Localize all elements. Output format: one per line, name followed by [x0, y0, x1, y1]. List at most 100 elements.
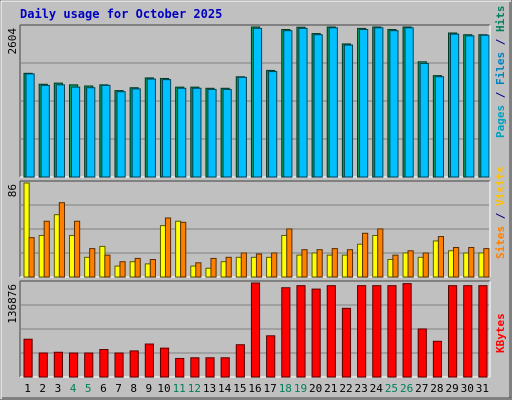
bar-files-day-22: [343, 44, 354, 178]
ylabel-segment: Sites: [494, 226, 507, 259]
bar-sites-day-19: [301, 249, 308, 278]
bar-visits-day-5: [84, 256, 91, 278]
bar-files-day-8: [131, 88, 141, 178]
bar-files-day-23: [359, 29, 369, 178]
x-tick-day-6: 6: [100, 382, 107, 395]
x-tick-day-19: 19: [294, 382, 307, 395]
x-tick-day-9: 9: [146, 382, 153, 395]
bar-files-day-3: [55, 84, 65, 178]
ylabel-segment: /: [494, 85, 507, 105]
bar-visits-day-1: [23, 182, 30, 278]
bar-sites-day-13: [210, 257, 217, 278]
bar-kbytes-day-28: [432, 340, 443, 378]
x-tick-day-29: 29: [445, 382, 458, 395]
panel-hits-ytick-max: 2604: [6, 28, 19, 55]
bar-kbytes-day-9: [144, 343, 154, 378]
bar-visits-day-30: [463, 252, 470, 278]
bar-visits-day-25: [387, 259, 394, 278]
bar-sites-day-18: [286, 228, 293, 278]
x-tick-day-20: 20: [309, 382, 322, 395]
bar-visits-day-27: [417, 256, 424, 278]
bar-sites-day-23: [362, 232, 369, 278]
bar-kbytes-day-2: [38, 352, 48, 378]
x-tick-day-4: 4: [70, 382, 77, 395]
bar-files-day-6: [101, 84, 111, 178]
bar-kbytes-day-26: [402, 283, 412, 378]
bar-visits-day-14: [220, 261, 227, 278]
x-tick-day-25: 25: [385, 382, 398, 395]
x-tick-day-14: 14: [218, 382, 232, 395]
bar-kbytes-day-25: [387, 285, 397, 378]
bar-sites-day-7: [119, 261, 126, 278]
bar-sites-day-29: [453, 246, 460, 278]
bar-kbytes-day-14: [220, 357, 230, 378]
bar-files-day-29: [450, 33, 460, 178]
bar-files-day-24: [374, 27, 384, 178]
bar-kbytes-day-17: [266, 335, 276, 378]
bar-sites-day-17: [271, 252, 278, 278]
chart-title: Daily usage for October 2025: [20, 7, 222, 21]
bar-files-day-15: [237, 76, 247, 178]
ylabel-segment: Files: [494, 52, 507, 85]
bar-sites-day-30: [468, 246, 475, 278]
ylabel-segment: Visits: [494, 166, 507, 206]
bar-kbytes-day-5: [84, 352, 94, 378]
x-tick-day-22: 22: [339, 382, 352, 395]
bar-visits-day-7: [114, 265, 121, 278]
bar-kbytes-day-24: [372, 285, 382, 378]
bar-sites-day-15: [240, 252, 247, 278]
bar-kbytes-day-15: [235, 344, 245, 378]
bar-kbytes-day-10: [159, 347, 170, 378]
bar-files-day-25: [389, 30, 399, 178]
bar-visits-day-3: [53, 214, 60, 278]
chart-panels: 2604 Pages / Files / Hits 86 Sites / Visits…: [6, 6, 507, 378]
x-tick-day-31: 31: [476, 382, 489, 395]
bar-files-day-9: [146, 78, 156, 178]
bar-files-day-4: [70, 86, 81, 178]
panel-kbytes-ylabel: KBytes: [494, 313, 507, 353]
bar-visits-day-24: [372, 234, 379, 278]
bar-kbytes-day-19: [296, 285, 306, 378]
bar-files-day-14: [222, 88, 232, 178]
bar-files-day-31: [480, 34, 490, 178]
bar-sites-day-6: [104, 254, 111, 278]
bar-sites-day-8: [134, 257, 141, 278]
bar-sites-day-20: [316, 249, 323, 278]
panel-kbytes-ytick-max: 136876: [6, 284, 19, 324]
x-tick-day-28: 28: [430, 382, 443, 395]
bar-kbytes-day-3: [53, 351, 63, 378]
bar-kbytes-day-21: [326, 285, 336, 378]
bar-sites-day-9: [149, 259, 156, 278]
bar-files-day-12: [192, 87, 202, 178]
bar-sites-day-4: [73, 220, 81, 278]
bar-visits-day-17: [266, 256, 273, 278]
bar-sites-day-31: [483, 248, 490, 278]
bar-visits-day-2: [38, 234, 45, 278]
bar-kbytes-day-13: [205, 357, 215, 378]
panel-visits-bars: [23, 182, 490, 278]
x-tick-day-10: 10: [157, 382, 170, 395]
bar-kbytes-day-18: [281, 287, 291, 378]
bar-files-day-27: [419, 63, 429, 178]
bar-files-day-1: [25, 73, 35, 178]
bar-sites-day-25: [392, 254, 399, 278]
bar-kbytes-day-1: [23, 338, 33, 378]
x-tick-day-23: 23: [355, 382, 368, 395]
bar-files-day-11: [177, 87, 187, 178]
ylabel-segment: KBytes: [494, 313, 507, 353]
bar-sites-day-12: [195, 262, 202, 278]
bar-files-day-30: [465, 35, 475, 178]
panel-visits-ytick-max: 86: [6, 184, 19, 197]
bar-files-day-13: [207, 88, 217, 178]
bar-files-day-7: [116, 91, 126, 178]
x-tick-day-11: 11: [173, 382, 186, 395]
x-tick-day-7: 7: [115, 382, 122, 395]
ylabel-segment: Pages: [494, 105, 507, 138]
bar-files-day-19: [298, 27, 308, 178]
bar-sites-day-26: [407, 250, 414, 278]
bar-kbytes-day-29: [448, 285, 458, 378]
bar-files-day-18: [283, 30, 293, 178]
bar-files-day-16: [252, 27, 263, 178]
